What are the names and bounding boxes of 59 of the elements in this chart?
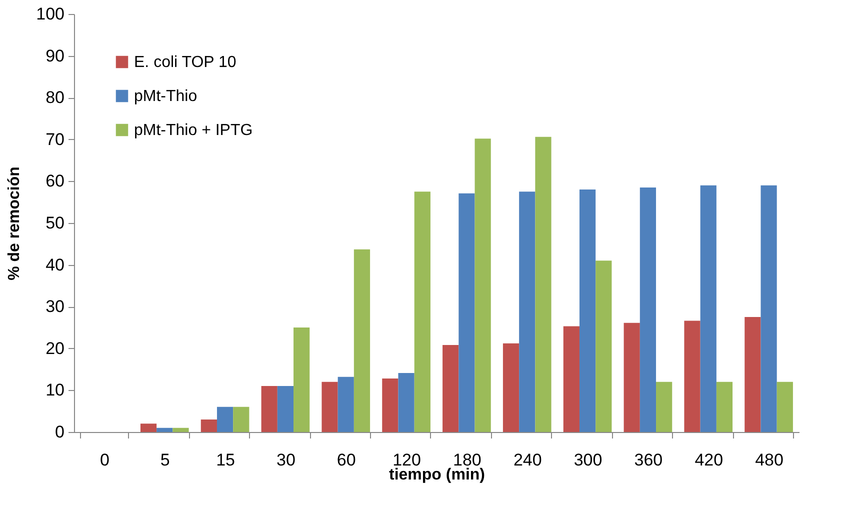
bar xyxy=(382,378,398,432)
bar xyxy=(172,428,189,432)
bar xyxy=(502,343,520,432)
bar xyxy=(458,193,475,432)
bar xyxy=(716,382,733,432)
y-tick-label: 20 xyxy=(46,338,64,358)
bar xyxy=(596,260,612,432)
x-tick-label: 420 xyxy=(694,450,724,470)
bar xyxy=(156,428,173,432)
bar xyxy=(354,249,370,432)
bar xyxy=(277,386,294,432)
bar xyxy=(200,419,217,432)
y-tick-label: 90 xyxy=(46,46,64,66)
y-tick-label: 80 xyxy=(46,88,64,108)
y-axis-title: % de remoción xyxy=(6,166,24,280)
legend-label: pMt-Thio xyxy=(134,88,198,105)
bar xyxy=(398,373,414,432)
x-axis-title: tiempo (min) xyxy=(389,466,485,484)
x-tick-label: 240 xyxy=(513,450,542,470)
bar xyxy=(744,317,761,432)
bar xyxy=(442,345,459,432)
x-tick-label: 300 xyxy=(574,450,602,470)
bar xyxy=(579,190,596,432)
y-tick-label: 0 xyxy=(55,422,64,442)
bar xyxy=(563,326,580,432)
x-tick-label: 15 xyxy=(216,450,236,470)
x-tick-label: 60 xyxy=(336,450,356,470)
bar xyxy=(140,424,157,432)
y-tick-label: 40 xyxy=(46,255,64,274)
y-tick-label: 100 xyxy=(36,4,64,24)
x-tick-label: 0 xyxy=(100,450,110,470)
bar xyxy=(535,136,552,432)
bar xyxy=(233,406,250,432)
bar xyxy=(684,320,700,432)
legend-label: pMt-Thio + IPTG xyxy=(134,122,253,139)
bar xyxy=(519,192,536,432)
legend-label: E. coli TOP 10 xyxy=(134,54,236,71)
bar xyxy=(338,376,354,432)
bar xyxy=(414,192,430,432)
bar xyxy=(474,138,491,432)
x-tick-label: 360 xyxy=(634,450,663,470)
bar xyxy=(656,382,672,432)
bar xyxy=(624,322,640,432)
bar xyxy=(322,382,338,432)
y-tick-label: 70 xyxy=(46,130,64,149)
bar xyxy=(261,386,278,432)
x-tick-label: 30 xyxy=(276,450,296,470)
bar xyxy=(776,382,793,432)
bar xyxy=(294,328,310,432)
y-tick-label: 10 xyxy=(46,380,64,400)
bar xyxy=(700,185,716,432)
x-tick-label: 480 xyxy=(755,450,784,470)
y-tick-label: 30 xyxy=(46,297,64,316)
bar xyxy=(216,406,234,432)
bar xyxy=(760,185,777,432)
x-tick-label: 5 xyxy=(160,450,170,470)
y-tick-label: 60 xyxy=(46,172,64,191)
y-tick-label: 50 xyxy=(46,214,64,232)
bar xyxy=(640,187,656,432)
